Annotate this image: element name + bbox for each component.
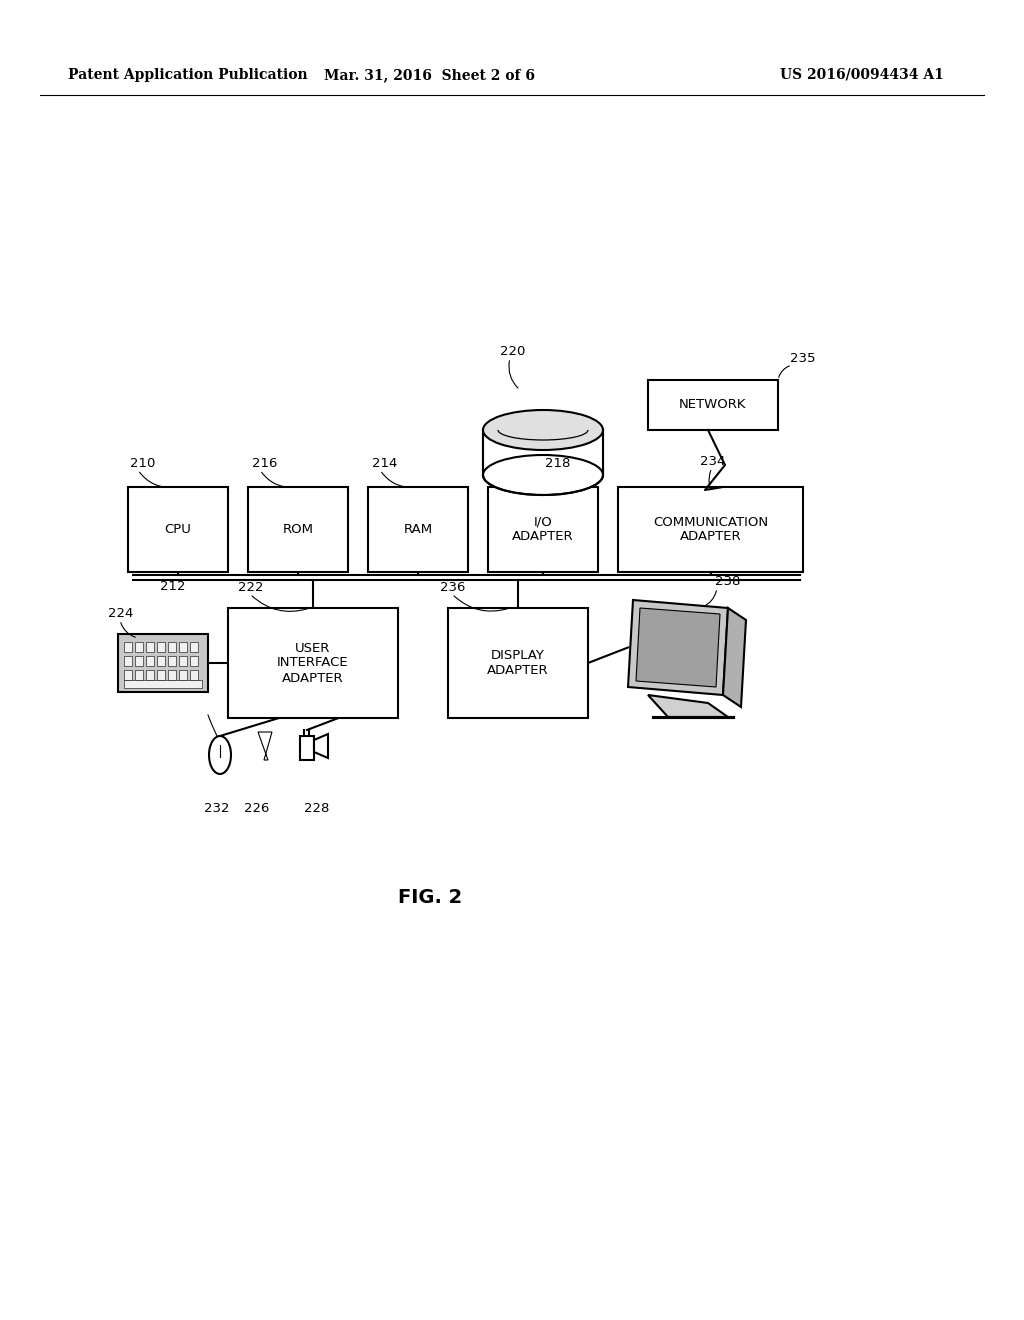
Text: 218: 218 <box>545 457 570 470</box>
Bar <box>146 642 154 652</box>
Bar <box>146 656 154 667</box>
Bar <box>157 671 165 680</box>
Text: 226: 226 <box>244 803 269 814</box>
Text: Mar. 31, 2016  Sheet 2 of 6: Mar. 31, 2016 Sheet 2 of 6 <box>325 69 536 82</box>
Bar <box>157 656 165 667</box>
Bar <box>157 642 165 652</box>
Text: Patent Application Publication: Patent Application Publication <box>68 69 307 82</box>
Polygon shape <box>314 734 328 758</box>
Text: 235: 235 <box>790 352 815 366</box>
Ellipse shape <box>483 411 603 450</box>
Bar <box>118 634 208 692</box>
Bar <box>449 609 588 718</box>
Polygon shape <box>648 696 728 717</box>
Polygon shape <box>258 733 272 760</box>
Bar <box>168 642 176 652</box>
Bar <box>648 380 778 430</box>
Bar <box>190 671 198 680</box>
Bar <box>168 656 176 667</box>
Text: 220: 220 <box>500 345 525 358</box>
Bar <box>124 642 132 652</box>
Bar <box>488 487 598 572</box>
Polygon shape <box>636 609 720 686</box>
Text: ROM: ROM <box>283 523 313 536</box>
Bar <box>135 671 143 680</box>
Bar <box>368 487 468 572</box>
Bar <box>228 609 398 718</box>
Text: 236: 236 <box>440 581 465 594</box>
Text: 216: 216 <box>252 457 278 470</box>
Bar <box>135 656 143 667</box>
Text: USER
INTERFACE
ADAPTER: USER INTERFACE ADAPTER <box>278 642 349 685</box>
Text: CPU: CPU <box>165 523 191 536</box>
Text: 232: 232 <box>204 803 229 814</box>
Text: COMMUNICATION
ADAPTER: COMMUNICATION ADAPTER <box>653 516 768 544</box>
Text: NETWORK: NETWORK <box>679 399 746 412</box>
Ellipse shape <box>483 455 603 495</box>
Text: 224: 224 <box>108 607 133 620</box>
Bar <box>135 642 143 652</box>
Bar <box>124 656 132 667</box>
Text: 222: 222 <box>238 581 263 594</box>
Bar <box>124 680 202 688</box>
Bar <box>190 656 198 667</box>
Text: 238: 238 <box>715 576 740 587</box>
Bar <box>179 642 187 652</box>
Bar <box>248 487 348 572</box>
Polygon shape <box>628 601 728 696</box>
Bar <box>179 656 187 667</box>
Text: FIG. 2: FIG. 2 <box>398 888 462 907</box>
Bar <box>168 671 176 680</box>
Ellipse shape <box>209 737 231 774</box>
Text: 214: 214 <box>372 457 397 470</box>
Bar <box>124 671 132 680</box>
Text: US 2016/0094434 A1: US 2016/0094434 A1 <box>780 69 944 82</box>
Bar <box>190 642 198 652</box>
Bar <box>300 737 314 760</box>
Bar <box>483 430 603 475</box>
Text: I/O
ADAPTER: I/O ADAPTER <box>512 516 573 544</box>
Text: 212: 212 <box>160 579 185 593</box>
Text: 234: 234 <box>700 455 725 469</box>
Bar <box>128 487 228 572</box>
Bar <box>179 671 187 680</box>
Polygon shape <box>723 609 746 708</box>
Text: DISPLAY
ADAPTER: DISPLAY ADAPTER <box>487 649 549 677</box>
Bar <box>618 487 803 572</box>
Bar <box>146 671 154 680</box>
Text: 228: 228 <box>304 803 330 814</box>
Text: 210: 210 <box>130 457 156 470</box>
Text: RAM: RAM <box>403 523 432 536</box>
